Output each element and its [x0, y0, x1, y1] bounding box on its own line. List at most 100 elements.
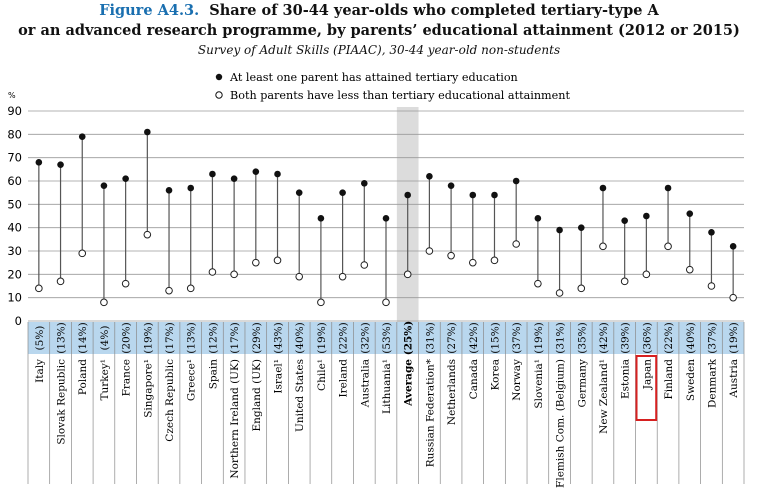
share-label: (17%) [164, 322, 176, 354]
open-point [599, 242, 607, 251]
filled-point [404, 191, 411, 199]
filled-point [643, 212, 650, 220]
share-label: (5%) [34, 326, 46, 351]
category-label: France [121, 359, 133, 396]
chart-title-line1: Figure A4.3. Share of 30-44 year-olds wh… [0, 2, 758, 19]
filled-point [274, 170, 281, 178]
filled-point [209, 170, 216, 178]
category-label: Sweden [685, 359, 697, 401]
open-point [56, 277, 65, 286]
open-point [143, 230, 152, 239]
share-label: (19%) [316, 322, 328, 354]
open-point [664, 242, 672, 251]
legend-filled-marker [215, 73, 223, 81]
open-point [685, 265, 694, 274]
category-label: New Zealand¹ [598, 359, 610, 434]
open-point [186, 284, 195, 293]
filled-point [708, 229, 715, 236]
filled-point [339, 189, 346, 196]
legend-open-marker [215, 91, 223, 99]
filled-point [230, 175, 238, 182]
share-label: (37%) [706, 322, 718, 354]
y-tick-label: 60 [7, 174, 22, 188]
open-point [447, 251, 455, 260]
open-point [490, 256, 499, 265]
filled-point [361, 180, 368, 187]
share-label: (37%) [511, 322, 523, 354]
filled-point [534, 215, 542, 222]
filled-point [122, 175, 129, 182]
category-label: England (UK) [251, 359, 263, 431]
open-point [35, 284, 43, 293]
open-point [273, 256, 282, 265]
filled-point [35, 159, 43, 166]
share-label: (43%) [273, 322, 285, 354]
category-label: Spain [207, 359, 219, 390]
share-label: (39%) [620, 322, 632, 354]
share-label: (20%) [121, 322, 133, 354]
filled-point [317, 215, 325, 222]
open-point [642, 270, 651, 279]
share-label: (12%) [207, 322, 219, 354]
share-label: (15%) [489, 322, 501, 354]
share-label: (36%) [641, 322, 653, 354]
open-point [360, 261, 369, 269]
category-label: Poland [77, 359, 89, 395]
y-axis-label: % [8, 91, 16, 100]
category-label: Australia [359, 359, 371, 408]
share-label: (42%) [598, 322, 610, 354]
open-point [252, 258, 260, 267]
category-label: Turkey¹ [99, 359, 111, 401]
category-label: Greece¹ [186, 359, 198, 401]
share-label: (19%) [533, 322, 545, 354]
category-label: Germany [576, 359, 588, 408]
share-label: (19%) [142, 322, 154, 354]
open-point [78, 249, 87, 258]
category-label: Italy [34, 359, 46, 383]
category-label: Chile¹ [316, 359, 328, 391]
open-point [468, 258, 477, 267]
category-label: Slovak Republic [56, 359, 68, 445]
share-label: (17%) [229, 322, 241, 354]
chart-subtitle: Survey of Adult Skills (PIAAC), 30-44 ye… [197, 43, 561, 57]
share-label: (4%) [99, 326, 111, 351]
y-tick-label: 70 [7, 151, 22, 165]
open-point [512, 240, 520, 248]
filled-point [599, 184, 607, 192]
open-point [100, 298, 108, 307]
open-point [534, 279, 542, 288]
filled-point [144, 128, 151, 136]
filled-point [556, 226, 563, 234]
category-label: Average [403, 359, 415, 407]
category-label: Singapore¹ [142, 359, 154, 418]
y-tick-label: 90 [7, 104, 22, 118]
y-tick-label: 40 [7, 221, 22, 235]
open-point [425, 247, 434, 255]
chart-title-line2: or an advanced research programme, by pa… [18, 22, 740, 39]
share-label: (22%) [663, 322, 675, 354]
share-label: (31%) [424, 322, 436, 354]
y-tick-label: 0 [15, 314, 22, 328]
category-label: Russian Federation* [424, 358, 436, 467]
filled-point [447, 182, 455, 189]
highlight-box [635, 355, 658, 421]
category-label: Lithuania¹ [381, 359, 393, 414]
share-label: (14%) [77, 322, 89, 354]
y-tick-label: 20 [7, 267, 22, 281]
share-label: (27%) [446, 322, 458, 354]
filled-point [491, 191, 498, 199]
filled-point [382, 215, 390, 222]
filled-point [577, 224, 585, 231]
filled-point [165, 187, 173, 194]
filled-point [187, 184, 195, 192]
category-label: Japan [641, 359, 653, 390]
y-tick-label: 30 [7, 244, 22, 258]
open-point [577, 284, 586, 293]
share-label: (29%) [251, 322, 263, 354]
open-point [555, 289, 564, 297]
category-label: Denmark [706, 358, 718, 408]
share-label: (42%) [468, 322, 480, 354]
category-label: Estonia [620, 359, 632, 399]
share-label: (40%) [685, 322, 697, 354]
